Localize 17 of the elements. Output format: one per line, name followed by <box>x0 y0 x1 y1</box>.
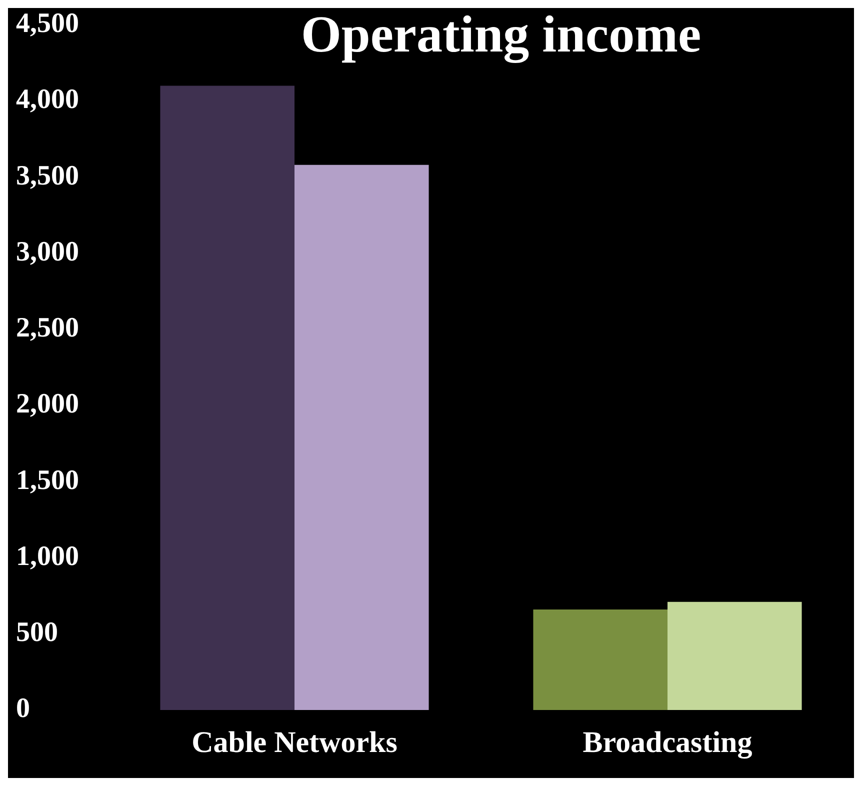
bar <box>533 610 668 710</box>
y-tick-label: 1,500 <box>16 464 79 496</box>
y-tick-label: 500 <box>16 617 58 648</box>
y-tick-label: 0 <box>16 693 30 724</box>
bar <box>668 602 802 710</box>
y-tick-label: 3,500 <box>16 160 79 192</box>
x-tick-label: Cable Networks <box>192 726 398 759</box>
y-tick-label: 2,000 <box>16 388 79 420</box>
y-tick-label: 1,000 <box>16 540 79 572</box>
bar <box>160 86 294 710</box>
y-tick-label: 4,500 <box>16 8 79 40</box>
y-tick-label: 4,000 <box>16 84 79 116</box>
chart-title: Operating income <box>300 6 702 64</box>
y-tick-label: 2,500 <box>16 312 79 344</box>
x-tick-label: Broadcasting <box>582 726 752 759</box>
bar <box>294 164 429 710</box>
y-tick-label: 3,000 <box>16 236 79 268</box>
